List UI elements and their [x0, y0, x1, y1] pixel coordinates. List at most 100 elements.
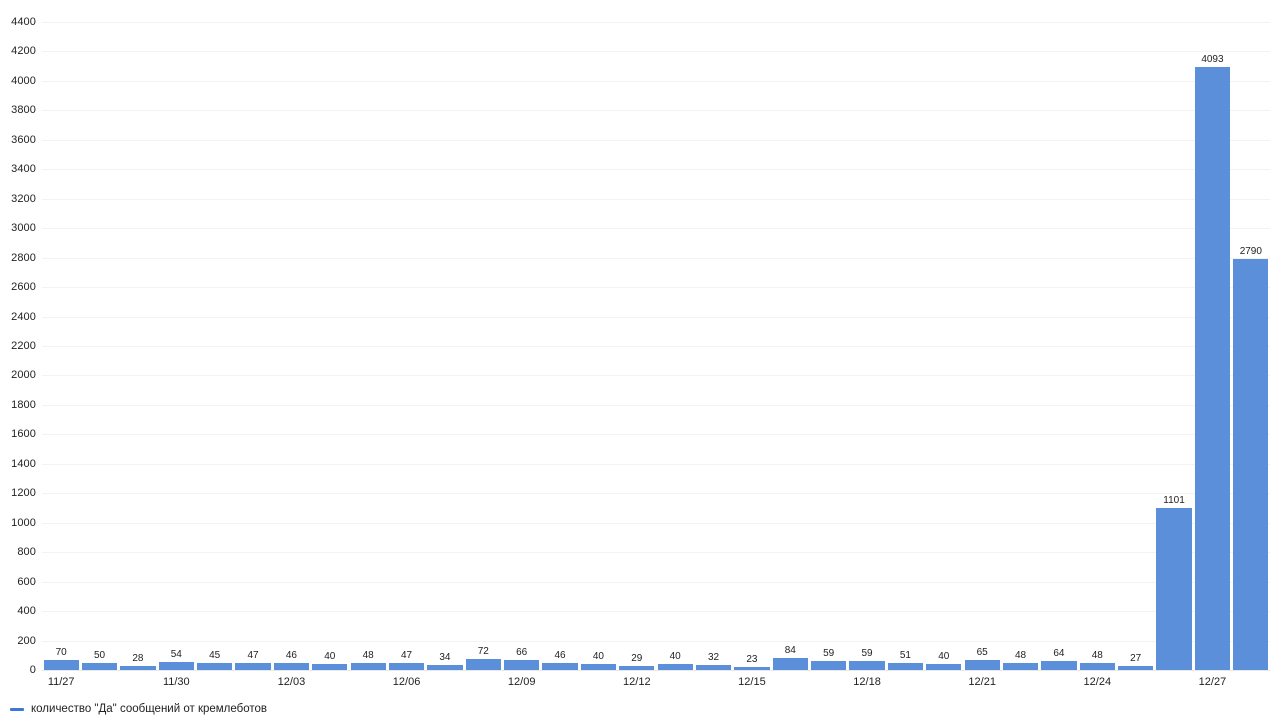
- y-axis-tick-label: 1000: [11, 516, 36, 529]
- bar[interactable]: [312, 664, 348, 670]
- bar[interactable]: [1118, 666, 1154, 670]
- axis-baseline: [42, 670, 1270, 671]
- legend-label: количество "Да" сообщений от кремлеботов: [31, 703, 268, 715]
- y-axis-tick-label: 3800: [11, 104, 36, 117]
- bar-slot: 27: [1117, 22, 1155, 670]
- bar-slot: 32: [694, 22, 732, 670]
- bar-series: 70 50 28 54 45 47 46 40 48 47 34 72 66 46 40 29 40 32 23 84…: [42, 22, 1270, 670]
- bar-slot: 28: [119, 22, 157, 670]
- bar[interactable]: [350, 662, 386, 670]
- bar[interactable]: [1194, 67, 1231, 670]
- bar-value-label: 51: [899, 649, 911, 661]
- bar[interactable]: [465, 659, 501, 670]
- x-axis-tick-label: 12/03: [277, 676, 306, 688]
- bar-value-label: 54: [170, 649, 182, 661]
- bar-value-label: 84: [784, 644, 796, 656]
- y-axis-tick-label: 1800: [11, 398, 36, 411]
- bar-value-label: 48: [1091, 649, 1103, 661]
- bar[interactable]: [964, 660, 1000, 670]
- bar-value-label: 1101: [1163, 494, 1185, 506]
- x-axis-tick-label: 11/30: [162, 676, 190, 688]
- bar[interactable]: [926, 664, 962, 670]
- y-axis-tick-label: 2200: [11, 340, 36, 352]
- x-axis-tick-label: 12/09: [507, 676, 536, 688]
- bar[interactable]: [120, 665, 156, 670]
- bar-value-label: 47: [401, 650, 413, 662]
- bar-slot: 48: [1001, 22, 1039, 670]
- bar-value-label: 28: [132, 652, 144, 664]
- bar[interactable]: [657, 664, 693, 670]
- bar[interactable]: [1233, 259, 1269, 670]
- bar[interactable]: [734, 666, 770, 670]
- bar-value-label: 59: [823, 648, 835, 660]
- bar-slot: 40: [579, 22, 617, 670]
- bar[interactable]: [504, 660, 540, 670]
- bar-slot: 50: [80, 22, 118, 670]
- y-axis-tick-label: 1200: [11, 487, 36, 500]
- y-axis-tick-label: 2000: [11, 369, 36, 382]
- bar-value-label: 64: [1053, 647, 1065, 659]
- bar-value-label: 40: [592, 651, 604, 663]
- y-axis-tick-label: 600: [17, 575, 36, 588]
- bar[interactable]: [542, 663, 578, 670]
- bar-value-label: 40: [669, 651, 681, 663]
- bar[interactable]: [580, 664, 617, 670]
- bar[interactable]: [1079, 662, 1115, 670]
- bar-value-label: 70: [55, 646, 67, 658]
- legend-swatch-icon: [10, 707, 24, 711]
- bar[interactable]: [1002, 662, 1039, 670]
- bar-value-label: 29: [631, 652, 643, 664]
- bar[interactable]: [427, 665, 463, 670]
- bar[interactable]: [695, 665, 732, 670]
- x-axis-tick-label: 12/24: [1083, 676, 1112, 688]
- bar-value-label: 34: [439, 652, 451, 663]
- bar-value-label: 40: [938, 651, 950, 663]
- bar-slot: 64: [1040, 22, 1078, 670]
- x-axis-tick-label: 12/06: [392, 676, 421, 688]
- bar-value-label: 65: [976, 647, 988, 659]
- y-axis-tick-label: 800: [17, 546, 36, 559]
- bar-slot: 4093: [1193, 22, 1231, 670]
- x-axis-tick-label: 12/27: [1198, 676, 1227, 688]
- y-axis-tick-label: 3400: [11, 163, 36, 176]
- bar-slot: 40: [311, 22, 349, 670]
- bar-slot: 66: [503, 22, 541, 670]
- y-axis-tick-label: 2600: [11, 281, 36, 294]
- bar[interactable]: [887, 662, 924, 670]
- y-axis-tick-label: 2400: [11, 310, 36, 323]
- bar-slot: 72: [464, 22, 502, 670]
- bar-value-label: 40: [324, 651, 336, 663]
- bar[interactable]: [43, 659, 79, 670]
- bar[interactable]: [619, 665, 655, 670]
- bar-slot: 23: [733, 22, 771, 670]
- bar[interactable]: [1041, 660, 1077, 670]
- bar-slot: 29: [618, 22, 656, 670]
- bar-slot: 48: [1078, 22, 1116, 670]
- bar[interactable]: [273, 663, 310, 670]
- bar[interactable]: [235, 663, 271, 670]
- bar[interactable]: [158, 662, 194, 670]
- bar[interactable]: [388, 663, 425, 670]
- bar[interactable]: [811, 661, 847, 670]
- bar-value-label: 2790: [1239, 246, 1262, 258]
- plot-area: 70 50 28 54 45 47 46 40 48 47 34 72 66 46 40 29 40 32 23 84…: [42, 22, 1270, 671]
- bar-value-label: 46: [554, 650, 566, 662]
- bar-slot: 48: [349, 22, 387, 670]
- bar[interactable]: [81, 662, 118, 670]
- bar[interactable]: [197, 663, 233, 670]
- bar-slot: 46: [272, 22, 310, 670]
- bar[interactable]: [772, 657, 808, 670]
- bar[interactable]: [849, 661, 885, 670]
- x-axis-tick-label: 12/18: [853, 676, 881, 688]
- bar-slot: 59: [810, 22, 848, 670]
- bar-slot: 70: [42, 22, 80, 670]
- bar-value-label: 4093: [1201, 54, 1224, 66]
- y-axis-tick-label: 200: [17, 634, 36, 647]
- bar-value-label: 48: [362, 649, 374, 661]
- bar[interactable]: [1156, 507, 1192, 670]
- y-axis: 4400 4200 4000 3800 3600 3400 3200 3000 2800 2600…: [0, 16, 36, 676]
- y-axis-tick-label: 1400: [11, 457, 36, 470]
- legend[interactable]: количество "Да" сообщений от кремлеботов: [10, 703, 267, 715]
- bar-slot: 40: [656, 22, 694, 670]
